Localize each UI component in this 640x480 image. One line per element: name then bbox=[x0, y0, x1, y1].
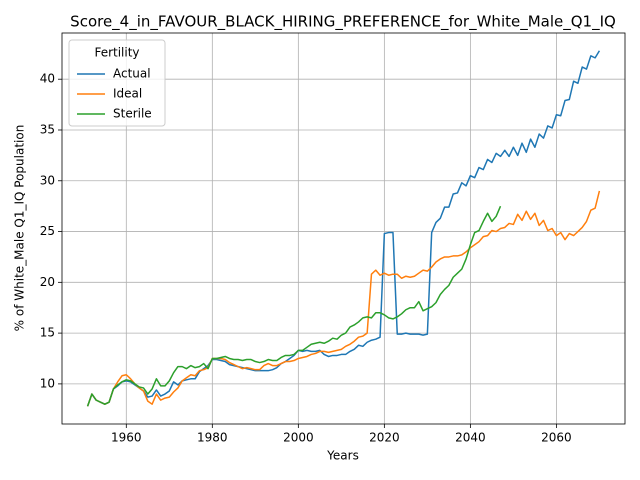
legend-box bbox=[68, 39, 166, 127]
x-tick-label: 2060 bbox=[541, 431, 572, 445]
y-tick-label: 40 bbox=[40, 72, 55, 86]
legend-label: Ideal bbox=[113, 87, 142, 101]
legend-label: Sterile bbox=[113, 107, 152, 121]
chart-title: Score_4_in_FAVOUR_BLACK_HIRING_PREFERENC… bbox=[70, 13, 616, 32]
x-tick-label: 2000 bbox=[283, 431, 314, 445]
y-axis-label: % of White_Male Q1_IQ Population bbox=[13, 125, 27, 332]
x-tick-label: 2020 bbox=[369, 431, 400, 445]
y-tick-label: 20 bbox=[40, 275, 55, 289]
legend-title: Fertility bbox=[94, 46, 139, 60]
y-tick-label: 25 bbox=[40, 224, 55, 238]
line-series bbox=[86, 190, 601, 407]
line-series bbox=[86, 50, 601, 407]
x-axis-label: Years bbox=[326, 449, 359, 463]
x-tick-label: 1960 bbox=[111, 431, 142, 445]
line-series bbox=[86, 205, 502, 407]
plot-frame bbox=[61, 32, 626, 425]
legend-label: Actual bbox=[113, 67, 151, 81]
y-tick-label: 15 bbox=[40, 326, 55, 340]
y-tick-label: 30 bbox=[40, 173, 55, 187]
x-tick-label: 1980 bbox=[197, 431, 228, 445]
x-tick-label: 2040 bbox=[455, 431, 486, 445]
y-tick-label: 35 bbox=[40, 122, 55, 136]
y-tick-label: 10 bbox=[40, 376, 55, 390]
